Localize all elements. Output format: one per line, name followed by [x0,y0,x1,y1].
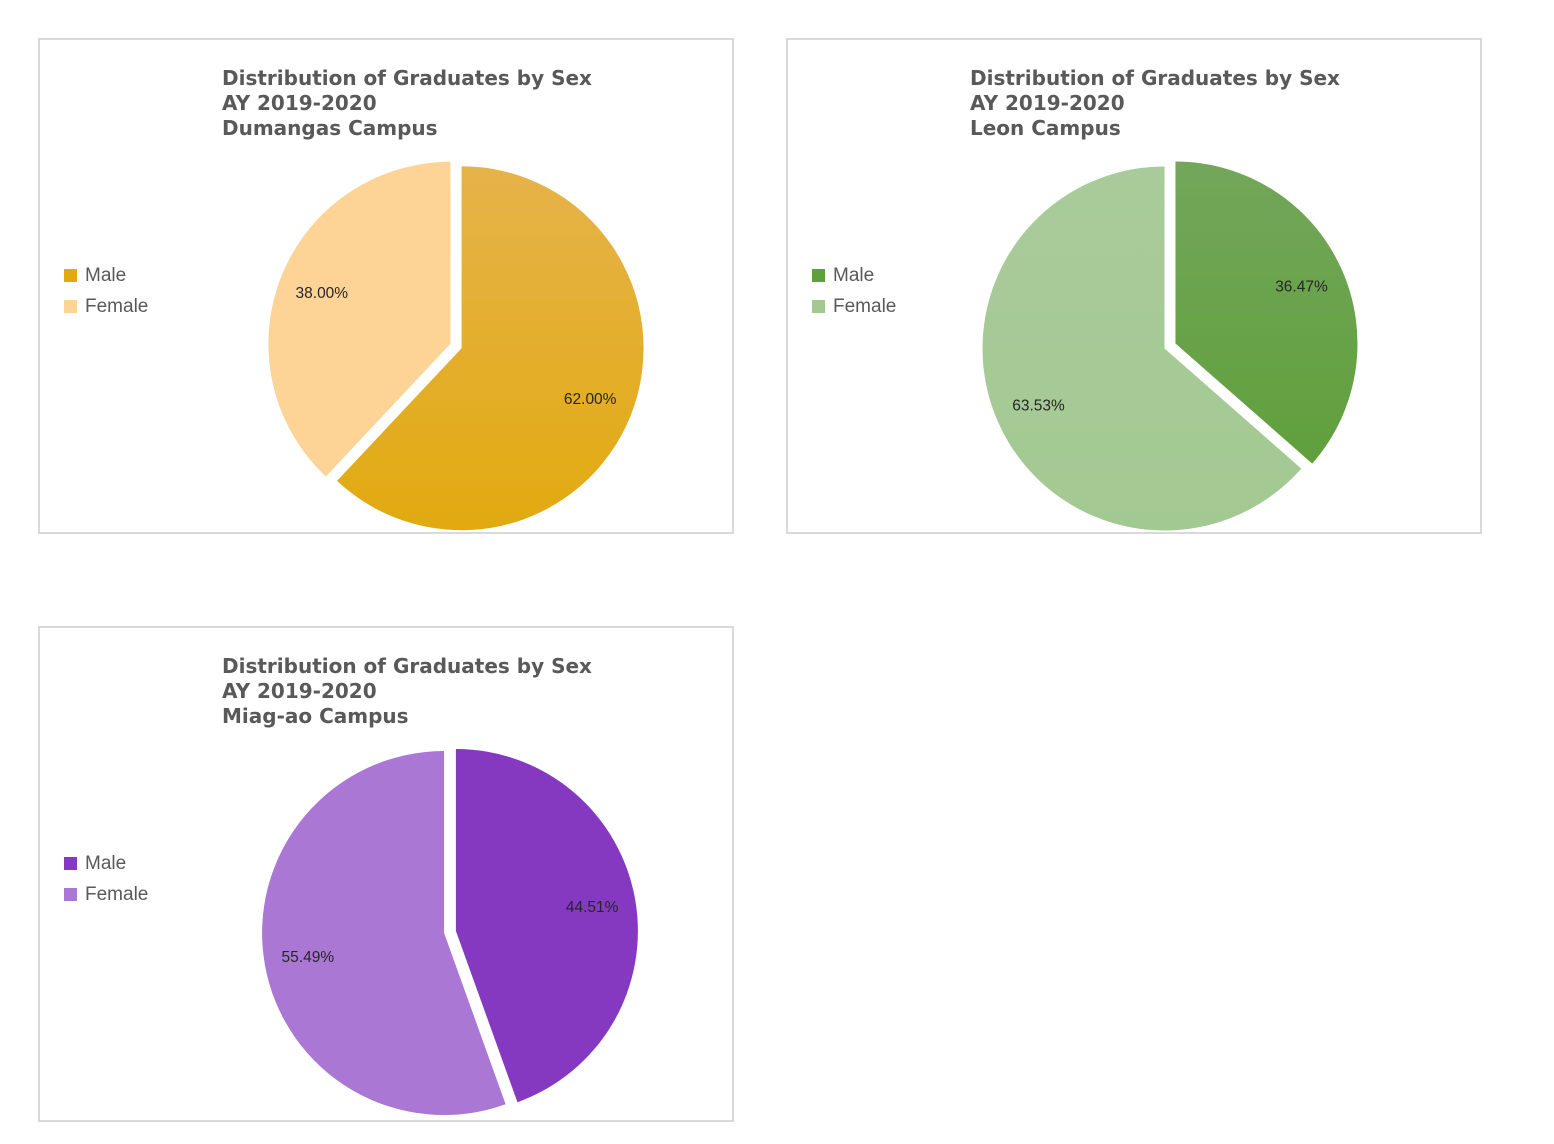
chart-panel-leon: Distribution of Graduates by Sex AY 2019… [786,38,1482,534]
chart-title-line: Distribution of Graduates by Sex [222,654,592,678]
data-label-female: 55.49% [282,949,335,966]
legend-label-male: Male [85,264,127,286]
legend-item-male: Male [812,260,896,291]
chart-subtitle-campus: Miag-ao Campus [222,704,409,728]
pie-slice-female [268,161,451,477]
chart-subtitle-year: AY 2019-2020 [970,91,1125,115]
legend-swatch-male [64,857,77,870]
pie-slice-male [455,748,638,1103]
legend-swatch-female [64,300,77,313]
legend-label-male: Male [833,264,875,286]
legend-item-male: Male [64,848,148,879]
data-label-female: 63.53% [1012,398,1065,415]
legend-item-female: Female [812,291,896,322]
chart-title: Distribution of Graduates by Sex AY 2019… [222,66,592,141]
legend-label-female: Female [85,883,149,905]
chart-title: Distribution of Graduates by Sex AY 2019… [222,654,592,729]
pie-slice-female [982,166,1302,531]
legend-label-female: Female [833,295,897,317]
legend-label-female: Female [85,295,149,317]
legend-swatch-male [64,269,77,282]
chart-title-line: Distribution of Graduates by Sex [970,66,1340,90]
data-label-male: 62.00% [564,391,617,408]
legend-swatch-female [64,888,77,901]
chart-title-line: Distribution of Graduates by Sex [222,66,592,90]
legend-item-female: Female [64,879,148,910]
pie-chart: 36.47% 63.53% [982,161,1358,531]
legend-item-female: Female [64,291,148,322]
legend-label-male: Male [85,852,127,874]
chart-panel-miagao: Distribution of Graduates by Sex AY 2019… [38,626,734,1122]
pie-slice-male [336,166,644,531]
chart-subtitle-campus: Leon Campus [970,116,1121,140]
pie-slice-female [262,751,506,1116]
legend: Male Female [64,848,148,910]
data-label-male: 44.51% [566,899,619,916]
pie-slice-male [1175,161,1358,464]
legend-swatch-male [812,269,825,282]
pie-chart: 44.51% 55.49% [262,748,638,1116]
pie-chart: 62.00% 38.00% [268,161,644,531]
legend: Male Female [64,260,148,322]
data-label-male: 36.47% [1275,278,1328,295]
chart-subtitle-year: AY 2019-2020 [222,91,377,115]
chart-subtitle-year: AY 2019-2020 [222,679,377,703]
chart-title: Distribution of Graduates by Sex AY 2019… [970,66,1340,141]
legend: Male Female [812,260,896,322]
chart-subtitle-campus: Dumangas Campus [222,116,438,140]
legend-item-male: Male [64,260,148,291]
chart-panel-dumangas: Distribution of Graduates by Sex AY 2019… [38,38,734,534]
data-label-female: 38.00% [296,285,349,302]
legend-swatch-female [812,300,825,313]
